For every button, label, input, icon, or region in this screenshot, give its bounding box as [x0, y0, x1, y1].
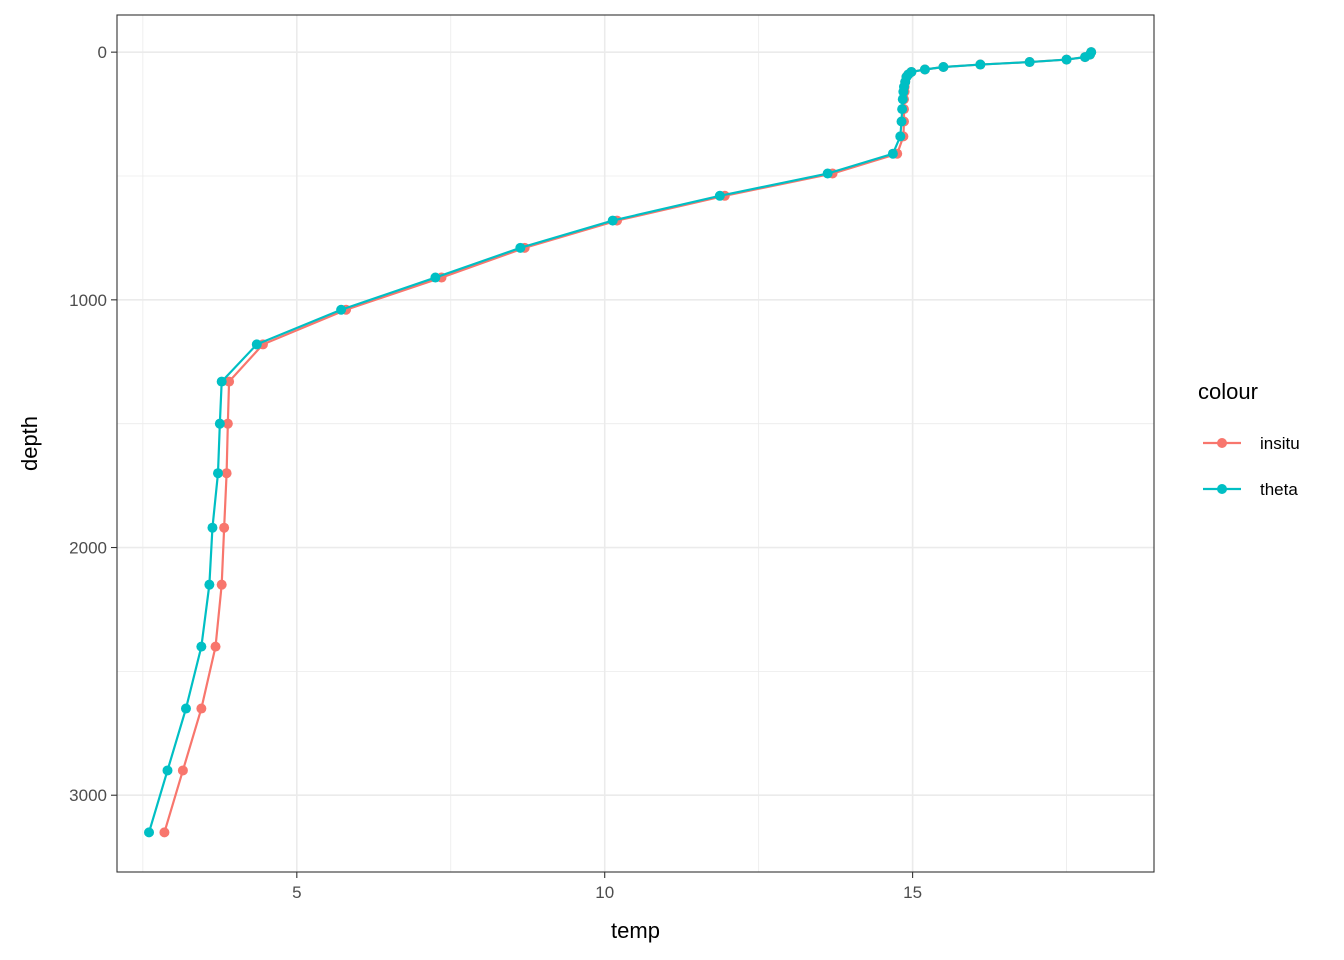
data-point-theta — [895, 131, 906, 142]
data-point-theta — [938, 62, 949, 73]
data-point-theta — [251, 339, 262, 350]
legend-label-theta: theta — [1260, 480, 1298, 499]
legend-title: colour — [1198, 379, 1258, 404]
data-point-theta — [607, 215, 618, 226]
y-tick-label: 3000 — [69, 786, 107, 805]
legend: colour insitu theta — [1198, 379, 1300, 499]
data-point-theta — [822, 168, 833, 179]
y-tick-label: 1000 — [69, 291, 107, 310]
data-point-theta — [162, 765, 173, 776]
legend-key-point — [1217, 438, 1227, 448]
data-point-insitu — [216, 579, 227, 590]
legend-key-point — [1217, 484, 1227, 494]
y-axis: 0 1000 2000 3000 — [69, 43, 117, 805]
data-point-theta — [919, 64, 930, 75]
x-axis: 5 10 15 — [292, 872, 922, 902]
data-point-theta — [180, 703, 191, 714]
data-point-theta — [1024, 57, 1035, 68]
x-tick-label: 15 — [903, 883, 922, 902]
data-point-insitu — [224, 376, 235, 387]
x-axis-title: temp — [611, 918, 660, 943]
data-point-insitu — [222, 418, 233, 429]
data-point-insitu — [177, 765, 188, 776]
data-point-insitu — [219, 522, 230, 533]
x-tick-label: 10 — [595, 883, 614, 902]
data-point-theta — [196, 641, 207, 652]
data-point-theta — [897, 104, 908, 115]
data-point-insitu — [210, 641, 221, 652]
major-grid — [117, 15, 1154, 872]
data-point-theta — [1061, 54, 1072, 65]
panel-background — [117, 15, 1154, 872]
data-point-theta — [336, 304, 347, 315]
x-tick-label: 5 — [292, 883, 301, 902]
data-point-theta — [144, 827, 155, 838]
legend-item-theta: theta — [1203, 480, 1298, 499]
minor-grid — [117, 15, 1154, 872]
data-point-theta — [430, 272, 441, 283]
data-point-theta — [1080, 52, 1091, 63]
legend-item-insitu: insitu — [1203, 434, 1300, 453]
data-point-theta — [896, 116, 907, 127]
series-layer — [144, 47, 1097, 838]
data-point-theta — [898, 86, 909, 97]
data-point-theta — [216, 376, 227, 387]
data-point-theta — [515, 242, 526, 253]
legend-label-insitu: insitu — [1260, 434, 1300, 453]
data-point-theta — [207, 522, 218, 533]
data-point-insitu — [196, 703, 207, 714]
y-axis-title: depth — [17, 416, 42, 471]
data-point-theta — [714, 190, 725, 201]
data-point-insitu — [159, 827, 170, 838]
legend-items: insitu theta — [1203, 434, 1300, 499]
data-point-theta — [975, 59, 986, 70]
data-point-insitu — [221, 468, 232, 479]
data-point-theta — [214, 418, 225, 429]
series-theta — [144, 47, 1097, 838]
data-point-theta — [897, 94, 908, 105]
y-tick-label: 2000 — [69, 539, 107, 558]
panel-border — [116, 14, 1155, 873]
data-point-theta — [887, 148, 898, 159]
y-tick-label: 0 — [98, 43, 107, 62]
data-point-theta — [212, 468, 223, 479]
data-point-theta — [204, 579, 215, 590]
